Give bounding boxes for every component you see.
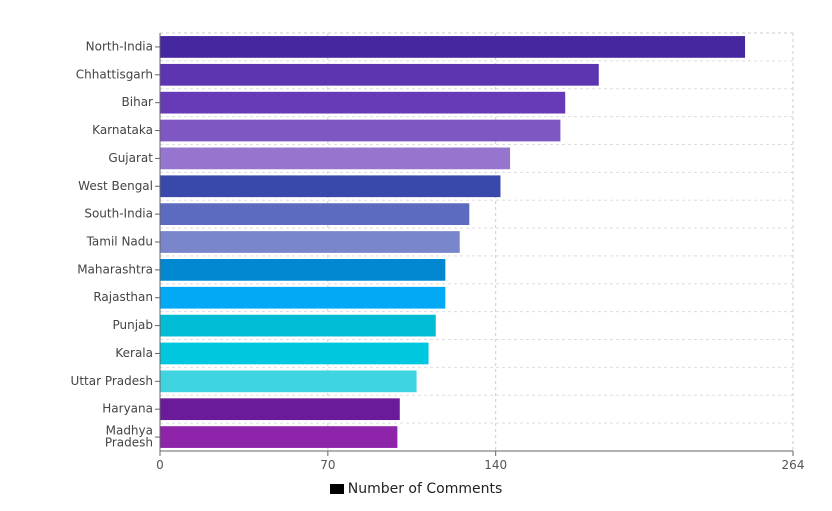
y-tick-label: Maharashtra	[77, 262, 153, 276]
y-tick-label: West Bengal	[78, 179, 153, 193]
y-tick-label: South-India	[84, 207, 153, 221]
bar	[160, 36, 746, 58]
bar	[160, 203, 470, 226]
bar	[160, 119, 561, 142]
y-tick-label-line: Pradesh	[105, 436, 153, 450]
x-tick-label: 0	[156, 458, 164, 472]
bar	[160, 314, 436, 337]
bar	[160, 63, 599, 86]
x-tick-label: 140	[484, 458, 507, 472]
bar	[160, 286, 446, 309]
y-tick-label: Tamil Nadu	[86, 235, 153, 249]
y-tick-label: Gujarat	[108, 151, 153, 165]
y-tick-label: Rajasthan	[93, 290, 153, 304]
bar	[160, 370, 417, 393]
legend-swatch	[329, 484, 344, 494]
x-tick-label: 70	[320, 458, 335, 472]
y-tick-label: North-India	[86, 39, 153, 53]
bar	[160, 426, 398, 448]
y-tick-label-line: Madhya	[106, 424, 153, 438]
bar	[160, 342, 429, 365]
x-tick-label: 264	[782, 458, 805, 472]
y-tick-label: Chhattisgarh	[76, 67, 153, 81]
bar	[160, 175, 501, 198]
legend: Number of Comments	[0, 481, 832, 497]
y-tick-label: Haryana	[102, 402, 153, 416]
y-tick-label: Bihar	[122, 95, 154, 109]
y-tick-label: Kerala	[115, 346, 153, 360]
y-tick-label: Karnataka	[92, 123, 153, 137]
bar	[160, 398, 400, 421]
y-tick-label: Punjab	[112, 318, 153, 332]
bar	[160, 91, 566, 114]
y-tick-label: Madhya Pradesh	[105, 424, 153, 450]
y-tick-label: Uttar Pradesh	[71, 374, 153, 388]
bar	[160, 231, 460, 253]
legend-label: Number of Comments	[347, 481, 503, 497]
bar	[160, 147, 511, 170]
bar	[160, 258, 446, 281]
